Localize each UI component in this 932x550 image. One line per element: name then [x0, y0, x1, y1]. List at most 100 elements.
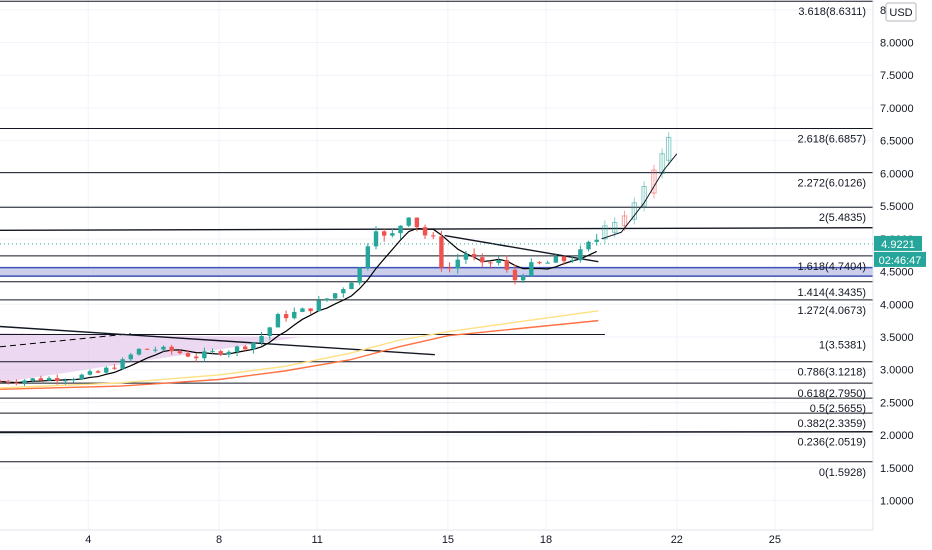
candle-body — [120, 359, 125, 369]
fib-label-2: 2.272(6.0126) — [798, 178, 867, 190]
candle-body — [414, 217, 420, 228]
fib-label-5: 1.414(4.3435) — [798, 287, 867, 299]
wedge-dashed-line — [0, 333, 131, 348]
candle-body — [14, 382, 19, 384]
candle-body — [226, 351, 232, 355]
x-tick-5: 22 — [671, 534, 683, 546]
projection-body — [621, 215, 628, 227]
candle-body — [210, 351, 215, 353]
y-tick-10: 3.5000 — [880, 332, 914, 344]
candle-body — [324, 298, 330, 301]
candle-body — [406, 217, 411, 226]
fib-label-9: 0.618(2.7950) — [798, 388, 867, 400]
y-tick-14: 1.5000 — [880, 463, 914, 475]
trendline-0 — [0, 227, 874, 232]
candles — [0, 217, 599, 387]
y-tick-6: 5.5000 — [880, 201, 914, 213]
wedge-pattern — [0, 333, 301, 383]
projection-body — [641, 185, 647, 207]
candle-body — [308, 308, 313, 312]
candle-body — [234, 346, 240, 352]
fib-levels — [0, 0, 873, 463]
x-tick-3: 15 — [442, 534, 454, 546]
candle-body — [439, 236, 444, 268]
ma-mid-line — [0, 319, 599, 391]
time-axis: 4 8 11 15 18 22 25 — [0, 529, 932, 550]
candle-body — [169, 346, 174, 352]
y-tick-13: 2.0000 — [880, 430, 914, 442]
candle-body — [471, 254, 477, 258]
current-price-value: 4.9221 — [881, 239, 915, 251]
candle-body — [390, 233, 395, 236]
projection-path — [601, 153, 678, 240]
candle-body — [193, 356, 199, 359]
candle-body — [316, 300, 321, 312]
candle-body — [512, 269, 518, 281]
price-axis: 8.50008.00007.50007.00006.50006.00005.50… — [872, 0, 932, 550]
candle-body — [275, 314, 281, 328]
projection-body — [651, 169, 657, 194]
support-zone-band — [0, 267, 873, 277]
x-tick-4: 18 — [540, 534, 552, 546]
currency-badge — [885, 2, 917, 22]
y-tick-3: 7.0000 — [880, 103, 914, 115]
candle-body — [5, 381, 11, 383]
wedge-fill — [0, 333, 301, 383]
candle-body — [251, 342, 256, 350]
candle-body — [79, 374, 84, 380]
candle-body — [447, 267, 452, 269]
candle-body — [431, 235, 436, 237]
candle-body — [30, 378, 35, 381]
candle-body — [153, 349, 158, 351]
fib-labels: 3.618(8.6311) 2.618(6.6857) 2.272(6.0126) 2… — [798, 6, 867, 479]
candle-body — [292, 311, 297, 319]
moving-averages — [0, 227, 599, 391]
candle-body — [553, 256, 559, 263]
y-tick-1: 8.0000 — [880, 38, 914, 50]
candle-body — [283, 314, 289, 319]
x-tick-2: 11 — [311, 534, 322, 546]
candle-body — [586, 241, 591, 250]
support-zone — [0, 266, 873, 277]
candle-body — [0, 381, 3, 383]
candle-body — [561, 256, 567, 262]
candle-body — [496, 260, 501, 263]
candle-body — [104, 367, 109, 373]
candle-body — [267, 327, 272, 337]
fib-label-3: 2(5.4835) — [819, 212, 866, 224]
fib-label-13: 0(1.5928) — [819, 467, 866, 479]
candle-body — [569, 260, 575, 262]
projection-body — [602, 225, 608, 240]
y-tick-4: 6.5000 — [880, 136, 914, 148]
candle-body — [545, 262, 550, 264]
candle-body — [161, 346, 166, 350]
candle-body — [218, 351, 223, 355]
candle-body — [46, 378, 52, 381]
candle-body — [55, 378, 60, 382]
candle-body — [373, 231, 379, 247]
currency-label: USD — [889, 7, 912, 19]
candle-body — [422, 227, 428, 236]
candle-body — [332, 293, 338, 299]
ma-fast-line — [0, 227, 597, 384]
y-tick-12: 2.5000 — [880, 397, 914, 409]
candle-body — [480, 257, 485, 263]
candle-body — [128, 354, 133, 360]
candle-body — [144, 348, 150, 350]
candle-body — [594, 239, 599, 242]
candle-body — [398, 225, 403, 234]
candle-body — [349, 282, 354, 290]
price-badges: 4.9221 02:46:47 — [874, 235, 926, 267]
candle-body — [136, 348, 142, 355]
candle-body — [381, 231, 387, 236]
candle-body — [365, 246, 371, 268]
fib-label-0: 3.618(8.6311) — [798, 6, 866, 18]
fib-label-6: 1.272(4.0673) — [798, 305, 867, 317]
fib-label-8: 0.786(3.1218) — [798, 367, 867, 379]
y-tick-11: 3.0000 — [880, 365, 914, 377]
projection-body — [611, 221, 618, 233]
y-tick-15: 1.0000 — [880, 496, 914, 508]
candle-body — [87, 371, 93, 375]
trendline-3 — [444, 234, 599, 263]
